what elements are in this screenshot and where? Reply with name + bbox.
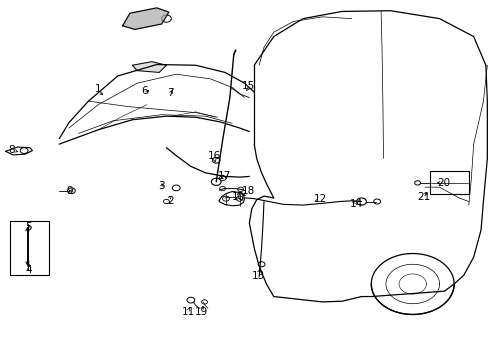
Text: 9: 9 [66,186,73,197]
Text: 13: 13 [251,271,264,281]
Text: 5: 5 [25,222,32,231]
Text: 2: 2 [167,196,173,206]
Polygon shape [132,62,166,72]
Text: 4: 4 [25,265,32,275]
Text: 19: 19 [195,307,208,317]
Text: 17: 17 [217,171,230,181]
Text: 20: 20 [436,178,449,188]
Text: 10: 10 [232,192,244,202]
Text: 11: 11 [182,307,195,317]
Polygon shape [122,8,168,30]
Text: 12: 12 [313,194,326,204]
Text: 18: 18 [241,186,255,197]
Text: 3: 3 [158,181,164,192]
Text: 14: 14 [349,199,363,210]
Text: 7: 7 [167,88,173,98]
Text: 8: 8 [8,144,15,154]
Text: 15: 15 [241,81,255,91]
Text: 16: 16 [207,150,221,161]
Text: 21: 21 [416,192,430,202]
Text: 1: 1 [95,84,102,94]
Text: 6: 6 [141,86,147,96]
